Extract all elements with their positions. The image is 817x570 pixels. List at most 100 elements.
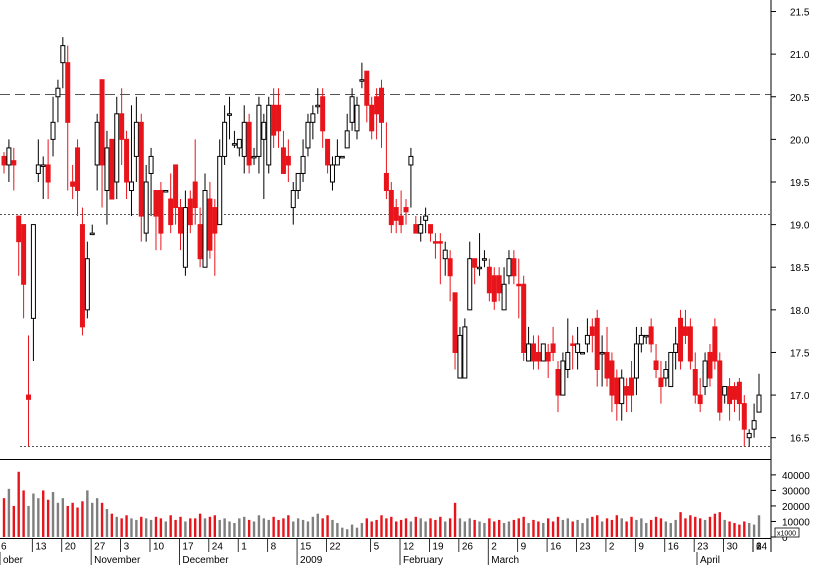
volume-bar xyxy=(654,516,658,537)
volume-bar xyxy=(630,516,633,537)
candle-body xyxy=(89,232,95,236)
day-label: 30 xyxy=(727,542,739,553)
volume-bar xyxy=(684,518,687,537)
candle-body xyxy=(432,241,438,244)
candle-body xyxy=(540,343,546,362)
volume-bar xyxy=(37,498,40,537)
price-tick-label: 17.5 xyxy=(790,348,810,359)
volume-bar xyxy=(468,518,471,537)
volume-bar xyxy=(149,519,153,537)
volume-bar xyxy=(409,521,413,537)
price-tick-label: 18.0 xyxy=(790,306,810,317)
candle-body xyxy=(364,70,370,106)
volume-bar xyxy=(620,518,623,537)
candle-body xyxy=(457,334,463,379)
volume-bar xyxy=(453,502,457,537)
day-label: 14 xyxy=(756,542,768,553)
volume-bar xyxy=(733,523,736,537)
candle-body xyxy=(227,113,233,116)
volume-bar xyxy=(522,516,525,537)
volume-bar xyxy=(159,518,163,537)
volume-bar xyxy=(326,515,329,537)
candle-body xyxy=(643,334,649,338)
volume-bar xyxy=(311,516,315,537)
candle-body xyxy=(624,386,630,396)
volume-bar xyxy=(91,502,94,537)
candle-body xyxy=(6,147,12,166)
volume-bar xyxy=(125,515,128,537)
candle-body xyxy=(398,215,404,226)
volume-bar xyxy=(414,516,418,537)
day-label: 3 xyxy=(124,542,130,553)
volume-bar xyxy=(546,518,550,537)
candle-body xyxy=(408,155,414,166)
candle-body xyxy=(722,386,728,396)
candle-body xyxy=(173,164,179,209)
volume-bar xyxy=(120,518,123,537)
volume-bar xyxy=(71,502,74,537)
volume-bar xyxy=(689,515,692,537)
candle-body xyxy=(334,155,340,166)
volume-bar xyxy=(169,515,172,537)
volume-bar xyxy=(287,515,290,537)
volume-bar xyxy=(664,521,668,537)
candle-body xyxy=(736,381,742,405)
volume-bar xyxy=(12,505,16,537)
volume-bar xyxy=(233,523,236,537)
volume-bar xyxy=(243,516,246,537)
volume-bar xyxy=(179,516,182,537)
volume-bar xyxy=(625,521,628,537)
volume-bar xyxy=(488,518,491,537)
candle-body xyxy=(285,155,291,166)
volume-bar xyxy=(144,518,148,537)
volume-bar xyxy=(46,499,50,537)
volume-bar xyxy=(551,521,555,537)
volume-bar xyxy=(154,516,158,537)
volume-bar xyxy=(306,521,310,537)
volume-bar xyxy=(747,523,751,537)
candle-body xyxy=(114,113,120,183)
candle-body xyxy=(261,121,267,140)
day-label: 27 xyxy=(94,542,106,553)
candle-body xyxy=(241,121,247,157)
volume-bar xyxy=(22,490,25,537)
candle-body xyxy=(349,96,355,123)
volume-panel xyxy=(2,471,761,537)
volume-bar xyxy=(581,523,584,537)
day-label: 5 xyxy=(374,542,380,553)
volume-bar xyxy=(341,527,344,537)
volume-bar xyxy=(478,521,481,537)
candle-body xyxy=(756,394,762,413)
volume-bar xyxy=(674,519,677,537)
candle-body xyxy=(315,104,321,108)
candle-body xyxy=(75,147,81,192)
volume-bar xyxy=(365,518,368,537)
candle-body xyxy=(271,104,277,136)
volume-bar xyxy=(718,512,721,537)
volume-bar xyxy=(164,521,167,537)
candle-body xyxy=(310,113,316,123)
volume-bar xyxy=(669,523,672,537)
volume-bar xyxy=(424,521,427,537)
volume-bar xyxy=(448,518,452,537)
day-label: 12 xyxy=(403,542,415,553)
volume-bar xyxy=(7,488,11,537)
day-label: 8 xyxy=(271,542,277,553)
volume-bar xyxy=(463,521,467,537)
day-label: 1 xyxy=(241,542,247,553)
day-label: 10 xyxy=(153,542,165,553)
candle-body xyxy=(369,104,375,132)
candle-body xyxy=(614,377,620,405)
candle-body xyxy=(124,138,130,183)
candle-body xyxy=(403,207,409,213)
volume-tick-label: 20000 xyxy=(782,502,810,513)
candle-body xyxy=(545,351,551,362)
month-label: April xyxy=(700,555,720,565)
volume-bar xyxy=(493,521,496,537)
candle-body xyxy=(447,258,453,277)
volume-bar xyxy=(110,513,114,537)
candle-body xyxy=(687,326,693,362)
candle-body xyxy=(94,121,100,166)
volume-bar xyxy=(507,521,511,537)
volume-bar xyxy=(679,512,682,537)
